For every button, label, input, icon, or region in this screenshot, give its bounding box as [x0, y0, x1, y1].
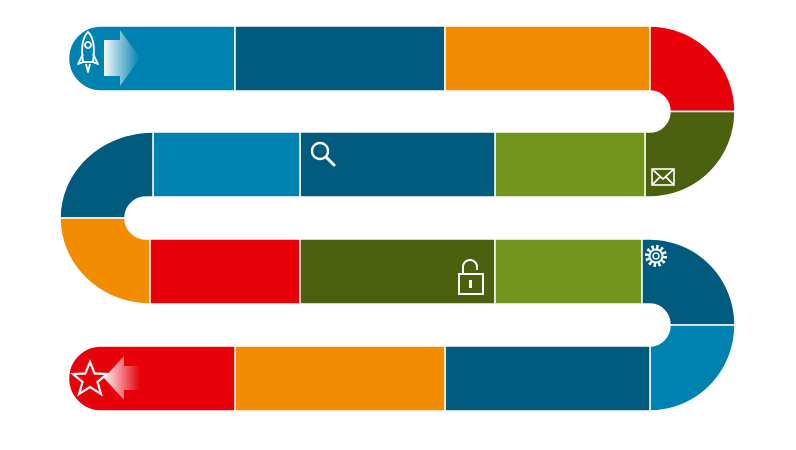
path-segments — [59, 25, 736, 412]
arrow-right-icon — [104, 30, 140, 86]
path-segment-11 — [149, 238, 301, 305]
search-icon — [310, 141, 336, 167]
path-segment-4 — [649, 25, 736, 113]
path-segment-2 — [234, 25, 446, 92]
path-segment-10 — [59, 217, 151, 305]
path-segment-14 — [641, 238, 736, 326]
path-segment-6 — [494, 131, 646, 198]
unlocked-padlock-icon — [458, 259, 484, 295]
path-segment-13 — [494, 238, 643, 305]
path-segment-17 — [234, 345, 446, 412]
path-segment-16 — [444, 345, 651, 412]
rocket-icon — [77, 31, 99, 73]
envelope-icon — [651, 168, 675, 186]
star-icon — [70, 359, 110, 397]
path-segment-8 — [152, 131, 301, 198]
gear-icon — [645, 245, 667, 267]
path-segment-15 — [649, 324, 736, 412]
path-segment-9 — [59, 131, 154, 219]
path-segment-5 — [644, 110, 736, 198]
path-segment-18 — [67, 345, 236, 412]
arrow-left-icon — [104, 356, 140, 400]
path-segment-3 — [444, 25, 651, 92]
path-segment-7 — [299, 131, 496, 198]
